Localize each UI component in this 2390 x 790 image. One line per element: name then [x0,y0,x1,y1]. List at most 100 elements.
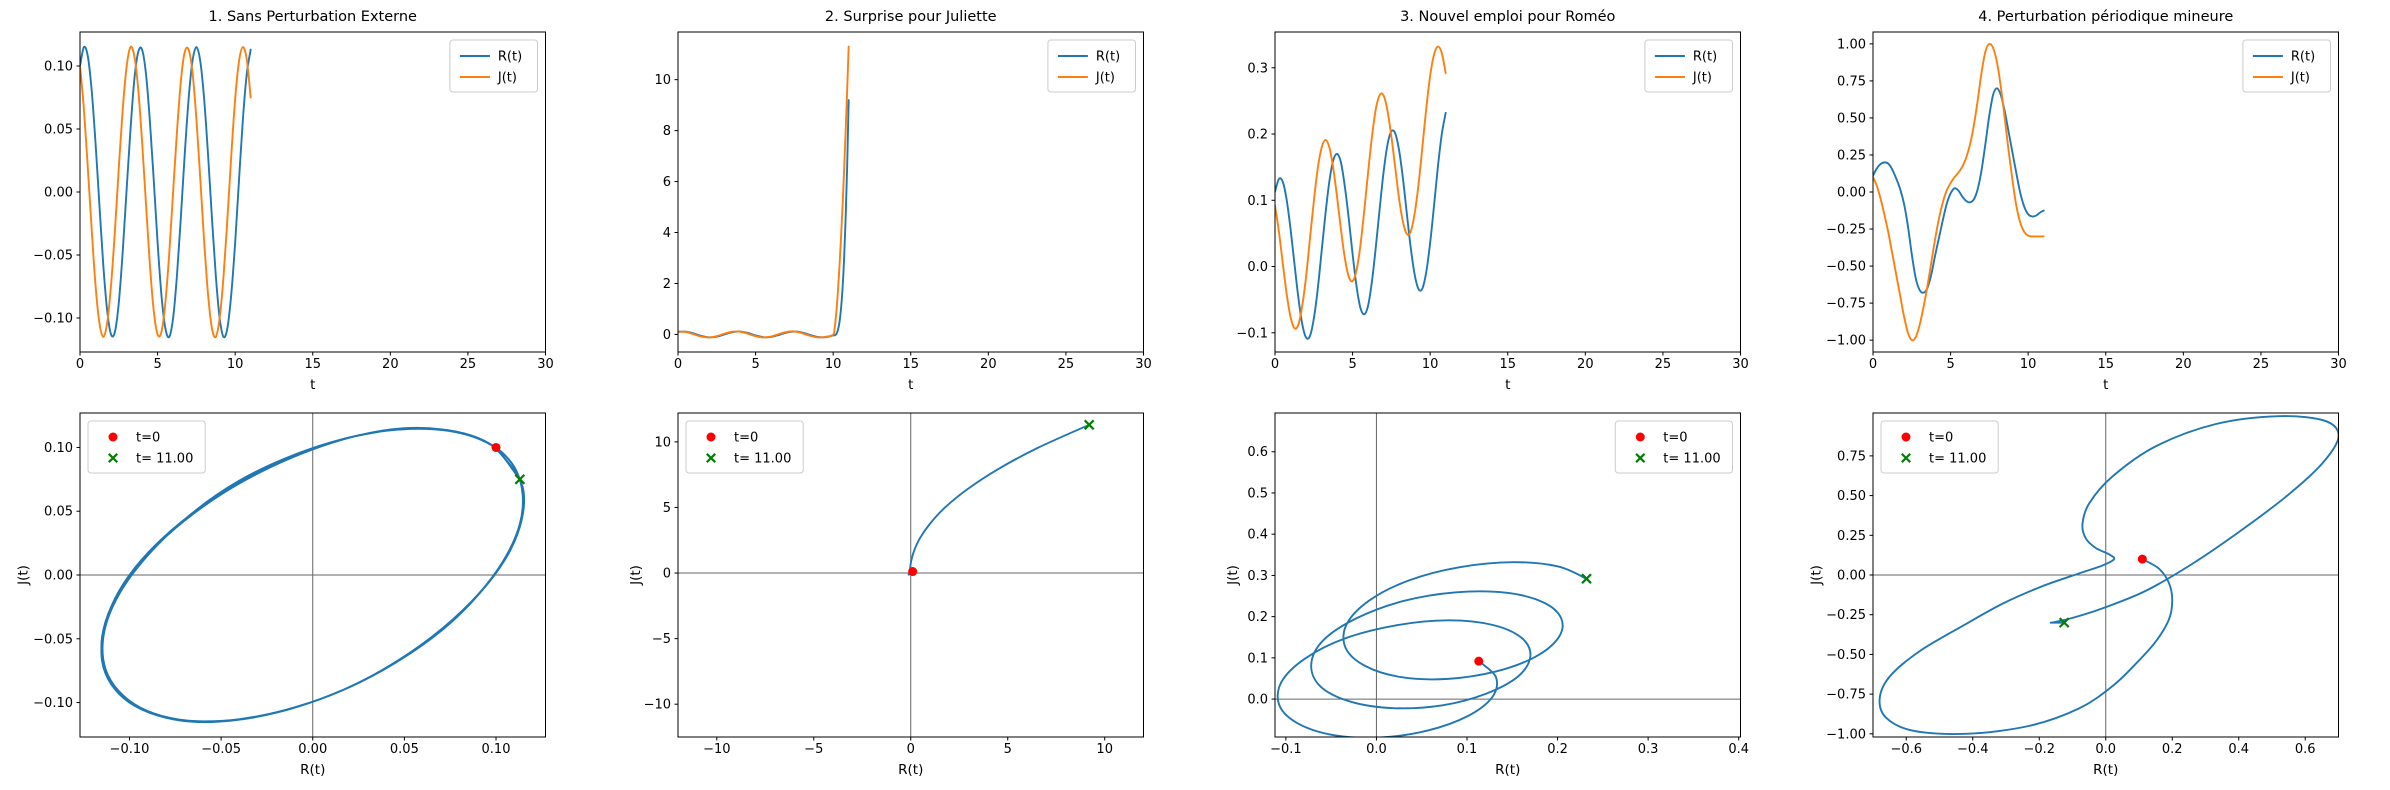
x-tick-label: 0.10 [482,742,511,757]
series-group [677,45,850,339]
legend-start-marker-icon [1635,432,1645,442]
legend-label: t= 11.00 [1663,452,1720,467]
y-tick-label: 0.05 [44,505,73,520]
x-tick-label: 0 [906,742,914,757]
end-marker [1581,573,1592,584]
x-tick-label: 0.2 [2161,742,2182,757]
x-tick-label: 30 [2330,357,2347,372]
y-tick-label: −0.50 [1826,648,1866,663]
x-tick-label: 20 [980,357,997,372]
series-group [1276,561,1588,737]
y-tick-label: 2 [662,277,670,292]
y-tick-label: 8 [662,124,670,139]
x-tick-label: 5 [751,357,759,372]
y-axis-label: J(t) [628,565,644,586]
x-tick-label: 0.6 [2294,742,2315,757]
x-tick-label: 0.00 [298,742,327,757]
x-tick-label: 15 [902,357,919,372]
x-tick-label: 10 [1422,357,1439,372]
legend-label: t=0 [1929,431,1953,446]
end-marker [1083,419,1094,431]
legend-start-marker-icon [706,432,715,442]
series-group [907,423,1090,576]
series-J-line [80,45,252,339]
legend-box [685,420,804,474]
y-tick-label: −0.50 [1826,260,1866,275]
series-group [80,45,252,339]
x-tick-label: −0.05 [201,742,241,757]
legend: R(t) J(t) [1046,39,1136,93]
legend-label: R(t) [2290,50,2314,65]
chart-title: 4. Perturbation périodique mineure [1978,9,2233,25]
start-marker [907,567,917,577]
phase-trajectory [907,423,1090,576]
start-marker [491,442,501,452]
x-tick-label: 0 [1868,357,1876,372]
x-tick-label: −0.10 [110,742,150,757]
series-R-line [1275,111,1447,340]
legend-end-marker-icon [1900,453,1911,463]
legend: R(t) J(t) [1644,39,1733,93]
y-tick-label: −0.25 [1826,608,1866,623]
start-marker [1474,656,1484,666]
x-tick-label: 0 [673,357,681,372]
x-tick-label: 0 [76,357,84,372]
series-R-line [677,99,850,339]
y-axis-label: J(t) [1808,565,1824,586]
x-tick-label: 20 [2175,357,2192,372]
y-axis-label: J(t) [16,565,32,586]
y-tick-label: 0.2 [1247,610,1268,625]
y-axis-label: J(t) [1225,565,1241,586]
x-tick-label: −10 [703,742,730,757]
y-tick-label: 0.2 [1247,128,1268,143]
y-tick-label: 0.3 [1247,61,1268,76]
x-tick-label: 25 [1655,357,1672,372]
legend-box [1614,420,1733,474]
legend-box [87,420,206,474]
phase-trajectory [1878,415,2338,735]
subplot-1-phase-portrait: −0.10 −0.05 0.00 0.05 0.10 −0.10 −0.05 0.00 0.05… [16,412,546,778]
x-axis-label: t [908,377,913,393]
x-tick-label: 25 [1057,357,1074,372]
x-tick-label: −0.4 [1956,742,1988,757]
x-tick-label: 25 [2252,357,2269,372]
subplot-4-time-series: 0 5 10 15 20 25 30 −1.00 −0.75 −0.50 −0.25 0.00 0.25… [1826,9,2347,393]
y-tick-label: −1.00 [1826,334,1866,349]
x-axis-label: R(t) [300,762,325,778]
phase-trajectory [1276,561,1588,737]
legend-label: t= 11.00 [1929,452,1986,467]
series-J-line [677,45,850,339]
legend: t=0 t= 11.00 [1614,420,1733,474]
legend-end-marker-icon [108,453,118,463]
y-tick-label: 0.50 [1837,111,1866,126]
legend-label: t= 11.00 [734,452,791,467]
y-tick-label: 0.05 [44,123,73,138]
x-tick-label: 0 [1271,357,1279,372]
y-tick-label: −0.05 [33,632,73,647]
x-tick-label: 5 [153,357,161,372]
series-group [100,426,526,724]
y-tick-label: 1.00 [1837,37,1866,52]
legend-label: t=0 [1663,431,1687,446]
legend-end-marker-icon [705,453,716,463]
legend-label: J(t) [2289,71,2309,86]
y-tick-label: −10 [643,698,670,713]
y-tick-label: 0.00 [1837,186,1866,201]
y-tick-label: −0.10 [33,311,73,326]
y-tick-label: 0.10 [44,60,73,75]
x-tick-label: 0.0 [2095,742,2116,757]
y-tick-label: 0.0 [1247,260,1268,275]
x-tick-label: 10 [2019,357,2036,372]
legend: t=0 t= 11.00 [1880,420,1999,474]
x-tick-label: 0.2 [1547,742,1568,757]
y-tick-label: 6 [662,175,670,190]
series-group [1872,42,2045,342]
x-tick-label: −0.1 [1270,742,1302,757]
series-group [1878,415,2338,735]
x-tick-label: 10 [824,357,841,372]
y-tick-label: 0 [662,567,670,582]
x-axis-label: R(t) [898,762,923,778]
y-tick-label: 4 [662,226,670,241]
subplot-1-time-series: 0 5 10 15 20 25 30 −0.10 −0.05 0.00 0.05 0.10 1. San… [33,9,554,393]
legend-label: R(t) [1693,50,1717,65]
